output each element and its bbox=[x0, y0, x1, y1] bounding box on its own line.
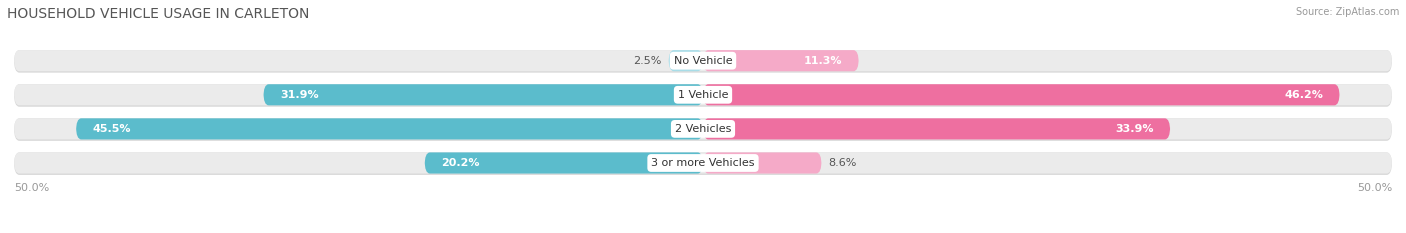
FancyBboxPatch shape bbox=[14, 84, 1392, 105]
Text: 45.5%: 45.5% bbox=[93, 124, 131, 134]
FancyBboxPatch shape bbox=[703, 118, 1170, 140]
Text: 11.3%: 11.3% bbox=[804, 56, 842, 66]
Text: 2 Vehicles: 2 Vehicles bbox=[675, 124, 731, 134]
FancyBboxPatch shape bbox=[703, 50, 859, 71]
FancyBboxPatch shape bbox=[14, 152, 1392, 175]
Text: 50.0%: 50.0% bbox=[1357, 183, 1392, 193]
FancyBboxPatch shape bbox=[14, 118, 1392, 140]
Text: HOUSEHOLD VEHICLE USAGE IN CARLETON: HOUSEHOLD VEHICLE USAGE IN CARLETON bbox=[7, 7, 309, 21]
Text: 8.6%: 8.6% bbox=[828, 158, 856, 168]
Text: 1 Vehicle: 1 Vehicle bbox=[678, 90, 728, 100]
FancyBboxPatch shape bbox=[14, 50, 1392, 71]
FancyBboxPatch shape bbox=[14, 152, 1392, 174]
Text: 3 or more Vehicles: 3 or more Vehicles bbox=[651, 158, 755, 168]
Text: 46.2%: 46.2% bbox=[1284, 90, 1323, 100]
FancyBboxPatch shape bbox=[263, 84, 703, 105]
FancyBboxPatch shape bbox=[425, 152, 703, 174]
FancyBboxPatch shape bbox=[669, 50, 703, 71]
Legend: Owner-occupied, Renter-occupied: Owner-occupied, Renter-occupied bbox=[581, 230, 825, 233]
Text: 31.9%: 31.9% bbox=[280, 90, 319, 100]
FancyBboxPatch shape bbox=[14, 118, 1392, 141]
Text: 50.0%: 50.0% bbox=[14, 183, 49, 193]
FancyBboxPatch shape bbox=[703, 84, 1340, 105]
Text: Source: ZipAtlas.com: Source: ZipAtlas.com bbox=[1295, 7, 1399, 17]
Text: No Vehicle: No Vehicle bbox=[673, 56, 733, 66]
FancyBboxPatch shape bbox=[14, 84, 1392, 107]
FancyBboxPatch shape bbox=[14, 50, 1392, 73]
Text: 33.9%: 33.9% bbox=[1115, 124, 1153, 134]
FancyBboxPatch shape bbox=[76, 118, 703, 140]
Text: 2.5%: 2.5% bbox=[633, 56, 662, 66]
FancyBboxPatch shape bbox=[703, 152, 821, 174]
Text: 20.2%: 20.2% bbox=[441, 158, 479, 168]
